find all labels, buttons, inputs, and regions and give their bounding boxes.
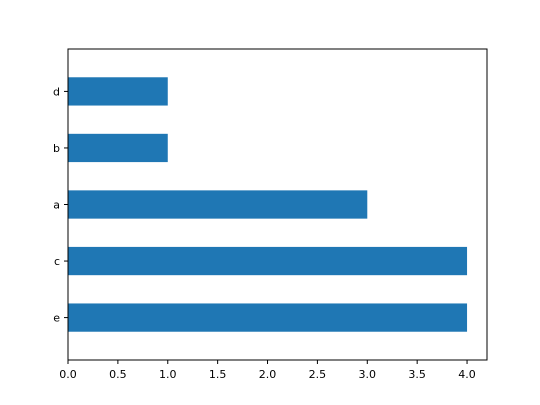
x-tick-label: 2.0 <box>259 368 277 381</box>
bar-c <box>68 246 468 276</box>
x-tick-label: 1.0 <box>159 368 177 381</box>
bar-e <box>68 303 468 332</box>
y-tick-label: a <box>53 199 60 212</box>
bars-group <box>68 77 468 332</box>
y-tick-label: c <box>54 255 60 268</box>
x-tick-label: 2.5 <box>309 368 327 381</box>
x-tick-label: 0.0 <box>59 368 77 381</box>
y-tick-label: b <box>53 142 60 155</box>
bar-d <box>68 77 168 106</box>
y-tick-label: e <box>53 312 60 325</box>
x-tick-label: 1.5 <box>209 368 227 381</box>
x-tick-label: 4.0 <box>458 368 476 381</box>
x-axis: 0.0 0.5 1.0 1.5 2.0 2.5 3.0 3.5 4.0 <box>59 360 476 381</box>
y-axis: e c a b d <box>53 85 68 325</box>
y-tick-label: d <box>53 85 60 98</box>
bar-b <box>68 133 168 163</box>
bar-a <box>68 190 368 219</box>
x-tick-label: 3.5 <box>408 368 426 381</box>
x-tick-label: 3.0 <box>359 368 377 381</box>
x-tick-label: 0.5 <box>109 368 127 381</box>
plot-frame <box>67 48 488 361</box>
